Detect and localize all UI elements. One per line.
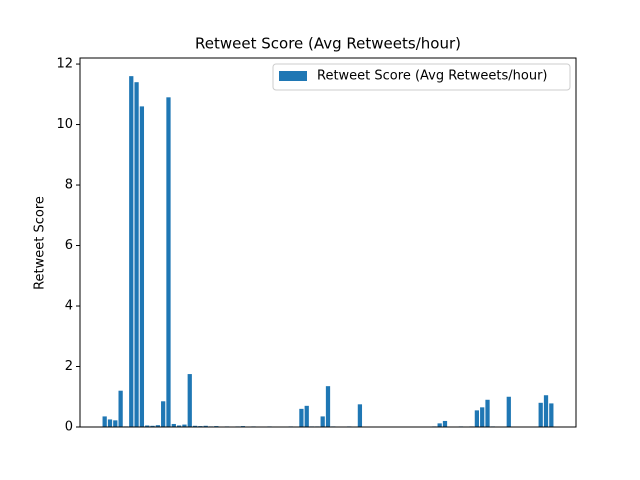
bar <box>171 423 176 427</box>
bar <box>549 403 554 427</box>
bar <box>118 390 123 427</box>
bar <box>129 76 134 428</box>
y-tick-label: 0 <box>65 420 73 435</box>
legend-label: Retweet Score (Avg Retweets/hour) <box>317 69 548 84</box>
legend-swatch <box>279 71 307 81</box>
bar <box>107 419 113 427</box>
bar <box>182 424 187 427</box>
bar <box>437 423 442 427</box>
bar <box>357 404 363 427</box>
bar <box>320 416 325 427</box>
bar <box>480 407 485 427</box>
bar <box>113 420 118 427</box>
bar <box>442 420 448 427</box>
bar <box>102 416 107 427</box>
bar <box>176 425 182 427</box>
bar <box>485 399 490 427</box>
bar <box>139 106 145 428</box>
bar <box>543 395 549 427</box>
y-tick-label: 2 <box>65 359 73 374</box>
bar <box>304 405 309 427</box>
bar <box>325 386 331 427</box>
bar <box>203 425 208 427</box>
bar <box>150 425 155 427</box>
y-tick-label: 8 <box>65 178 73 193</box>
bar <box>166 97 171 427</box>
bar <box>161 401 166 427</box>
bar <box>187 374 192 427</box>
y-tick-label: 10 <box>56 117 73 132</box>
legend-box <box>272 63 571 91</box>
bar <box>192 425 198 427</box>
bar <box>145 425 150 427</box>
bar <box>155 425 160 427</box>
bar <box>474 410 480 427</box>
bar <box>299 408 304 427</box>
bar <box>538 402 543 427</box>
y-tick-label: 6 <box>65 238 73 253</box>
bar <box>506 396 511 427</box>
plot-frame <box>79 57 577 428</box>
chart-title: Retweet Score (Avg Retweets/hour) <box>195 35 461 53</box>
bar <box>134 82 139 428</box>
y-tick-label: 4 <box>65 299 73 314</box>
y-tick-label: 12 <box>56 57 73 72</box>
y-axis-label: Retweet Score <box>33 196 48 290</box>
